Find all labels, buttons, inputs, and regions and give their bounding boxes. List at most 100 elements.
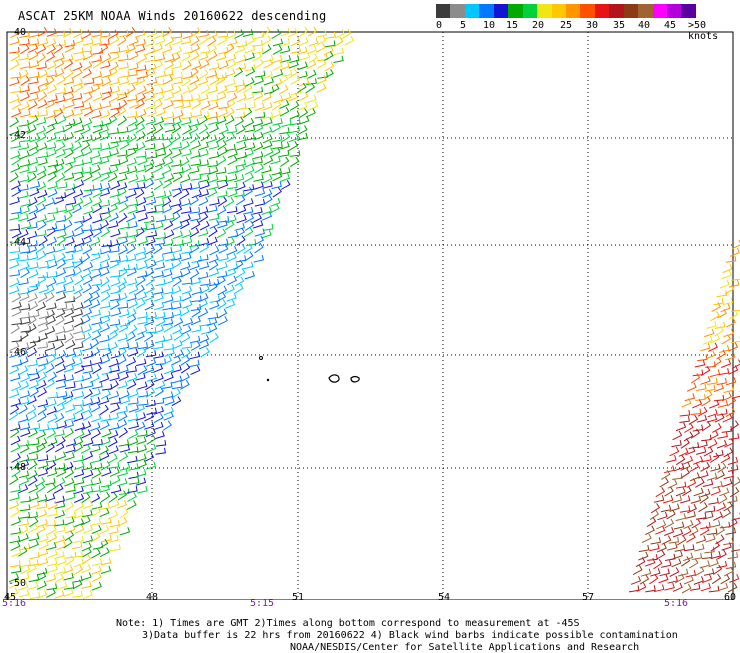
wind-barb [236,134,247,144]
wind-barb [107,172,118,183]
wind-barb [163,84,174,93]
wind-barb [288,133,299,143]
wind-barb [82,51,93,61]
wind-barb [155,278,166,287]
wind-barb [128,341,139,350]
wind-barb [144,216,155,224]
wind-barb [710,551,721,560]
wind-barb [9,253,20,261]
wind-barb [108,330,118,341]
wind-barb [686,478,697,488]
wind-barb [27,411,37,422]
wind-barb [54,551,65,560]
wind-barb [180,36,192,45]
wind-barb [717,399,729,408]
wind-barb [63,572,74,581]
wind-barb [9,117,19,128]
wind-barb [98,261,110,270]
wind-barb [717,549,727,560]
wind-barb [29,336,41,344]
wind-barb [45,315,56,326]
wind-barb [647,554,658,561]
wind-barb [683,544,695,552]
wind-barb [272,118,283,126]
wind-barb [81,45,92,53]
wind-barb [81,360,92,368]
wind-barb [197,76,209,86]
wind-barb [190,27,201,37]
wind-barb [45,254,56,263]
wind-barb [19,91,30,102]
wind-barb [227,155,238,166]
wind-barb [11,132,21,143]
wind-barb [9,196,20,205]
wind-barb [99,323,110,333]
wind-barb [56,420,67,429]
wind-barb [162,44,173,54]
wind-barb [226,126,238,134]
wind-barb [190,316,201,326]
wind-barb [146,77,158,86]
wind-barb [163,287,174,295]
wind-barb [64,501,74,512]
wind-barb [154,116,165,126]
wind-barb [217,196,228,207]
wind-barb [271,167,282,176]
wind-barb [45,349,57,357]
wind-barb [722,478,733,488]
wind-barb [645,585,656,593]
wind-barb [198,111,210,119]
wind-barb [44,197,56,207]
wind-barb [163,139,173,150]
wind-barb [144,92,156,102]
wind-barb [262,117,273,127]
wind-barb [81,564,92,574]
scale-label: 35 [613,20,626,31]
wind-barb [135,227,145,238]
wind-barb [729,487,740,498]
wind-barb [635,557,646,568]
wind-barb [9,535,21,544]
wind-barb [101,347,112,358]
wind-barb [243,107,253,119]
wind-barb [100,436,111,446]
wind-barb [9,212,20,221]
wind-barb [45,309,55,320]
wind-barb [189,182,201,191]
wind-barb [685,446,696,456]
wind-barb [146,125,157,135]
wind-barb [27,323,37,334]
wind-barb [136,108,147,119]
wind-barb [324,68,334,79]
wind-barb [9,579,20,589]
wind-barb [108,526,119,535]
wind-barb [126,356,137,367]
wind-barb [45,292,55,303]
wind-barb [207,50,218,61]
wind-barb [99,420,110,431]
wind-barb [262,180,273,189]
wind-barb [72,541,83,550]
wind-barb [679,505,691,513]
wind-barb [10,180,21,190]
wind-barb [64,333,74,344]
wind-barb [137,156,148,166]
wind-barb [711,573,722,585]
wind-barb [83,292,93,304]
wind-barb [126,267,137,277]
wind-barb [198,254,209,262]
wind-barb [55,315,65,326]
wind-barb [173,317,184,328]
wind-barb [305,108,316,118]
wind-barb [135,469,147,478]
wind-barb [29,187,40,197]
wind-barb [91,468,102,479]
wind-barb [9,349,20,358]
wind-barb [72,349,83,358]
wind-barb [19,38,30,46]
wind-barb [19,504,31,512]
wind-barb [136,275,146,286]
wind-barb [700,461,711,472]
wind-barb [10,51,21,62]
wind-barb [11,318,23,326]
